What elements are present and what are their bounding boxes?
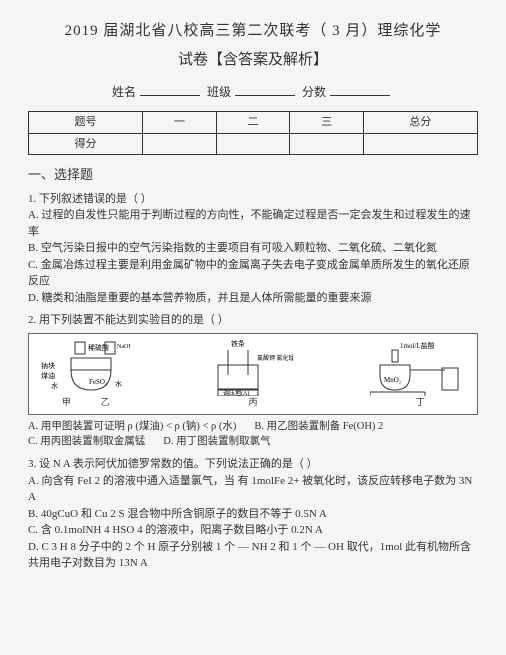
option-b: B. 空气污染日报中的空气污染指数的主要项目有可吸入颗粒物、二氧化硫、二氧化氮 [28, 240, 478, 257]
score-label: 分数 [302, 85, 326, 99]
q-num: 2. [28, 314, 36, 326]
cell [143, 133, 217, 155]
option-a: A. 用甲图装置可证明 ρ (煤油) < ρ (钠) < ρ (水) [28, 419, 236, 435]
q-num: 3. [28, 458, 36, 470]
cell: 总分 [363, 112, 477, 134]
label: 氯酸钾 氯化锰 混合物 [257, 354, 293, 362]
title-line-2: 试卷【含答案及解析】 [28, 49, 478, 72]
label: NaOH 溶液 [117, 342, 131, 350]
name-label: 姓名 [112, 85, 136, 99]
cell: 一 [143, 112, 217, 134]
class-label: 班级 [207, 85, 231, 99]
electrolysis-icon: 铁条 氯酸钾 氯化锰 混合物 调压地(A) [213, 340, 293, 396]
question-1: 1. 下列叙述错误的是（ ） A. 过程的自发性只能用于判断过程的方向性，不能确… [28, 191, 478, 307]
label-ding: 丁 [416, 396, 425, 410]
score-table: 题号 一 二 三 总分 得分 [28, 111, 478, 155]
option-d: D. 用丁图装置制取氯气 [163, 434, 270, 450]
distill-icon: 1mol/L盐酸 MnO₂ [370, 340, 470, 396]
apparatus-diagram: 稀硫酸 NaOH 溶液 钠块 煤油 水 FeSO₄ 水 甲 乙 铁条 [28, 333, 478, 415]
option-c: C. 含 0.1molNH 4 HSO 4 的溶液中，阳离子数目略小于 0.2N… [28, 522, 478, 539]
section-heading: 一、选择题 [28, 165, 478, 185]
q-stem: 设 N A 表示阿伏加德罗常数的值。下列说法正确的是（ ） [39, 458, 318, 470]
label: 水 [115, 379, 122, 388]
cell: 二 [216, 112, 290, 134]
option-c: C. 金属冶炼过程主要是利用金属矿物中的金属离子失去电子变成金属单质所发生的氧化… [28, 257, 478, 290]
option-a: A. 过程的自发性只能用于判断过程的方向性，不能确定过程是否一定会发生和过程发生… [28, 207, 478, 240]
label: MnO₂ [384, 376, 402, 384]
table-row: 得分 [29, 133, 478, 155]
label-yi: 乙 [101, 396, 110, 410]
q-stem: 下列叙述错误的是（ ） [39, 193, 152, 205]
option-a: A. 向含有 FeI 2 的溶液中通入适量氯气，当 有 1molFe 2+ 被氧… [28, 473, 478, 506]
q-num: 1. [28, 193, 36, 205]
label-bing: 丙 [248, 396, 257, 410]
class-blank [235, 95, 295, 96]
option-b: B. 用乙图装置制备 Fe(OH) 2 [254, 419, 383, 435]
label-jia: 甲 [62, 396, 71, 410]
apparatus-jia: 稀硫酸 NaOH 溶液 钠块 煤油 水 FeSO₄ 水 甲 乙 [33, 340, 139, 410]
label: 稀硫酸 [88, 343, 109, 352]
label: 铁条 [231, 340, 245, 348]
cell: 三 [290, 112, 364, 134]
table-row: 题号 一 二 三 总分 [29, 112, 478, 134]
question-2: 2. 用下列装置不能达到实验目的的是（ ） 稀硫酸 NaOH 溶液 钠块 煤油 … [28, 312, 478, 450]
label: 调压地(A) [223, 389, 249, 396]
cell: 得分 [29, 133, 143, 155]
cell [216, 133, 290, 155]
cell [363, 133, 477, 155]
apparatus-bing: 铁条 氯酸钾 氯化锰 混合物 调压地(A) 丙 [200, 340, 306, 410]
label: 1mol/L盐酸 [400, 341, 435, 350]
option-c: C. 用丙图装置制取金属锰 [28, 434, 145, 450]
q-stem: 用下列装置不能达到实验目的的是（ ） [39, 314, 229, 326]
score-blank [330, 95, 390, 96]
option-d: D. 糖类和油脂是重要的基本营养物质，并且是人体所需能量的重要来源 [28, 290, 478, 307]
cell [290, 133, 364, 155]
label: 钠块 [41, 361, 55, 370]
apparatus-ding: 1mol/L盐酸 MnO₂ 丁 [367, 340, 473, 410]
option-b: B. 40gCuO 和 Cu 2 S 混合物中所含铜原子的数目不等于 0.5N … [28, 506, 478, 523]
label: FeSO₄ [89, 378, 108, 386]
title-line-1: 2019 届湖北省八校高三第二次联考（ 3 月）理综化学 [28, 20, 478, 43]
flask-icon: 稀硫酸 NaOH 溶液 钠块 煤油 水 FeSO₄ 水 [41, 340, 131, 396]
label: 煤油 [41, 371, 55, 380]
question-3: 3. 设 N A 表示阿伏加德罗常数的值。下列说法正确的是（ ） A. 向含有 … [28, 456, 478, 572]
label: 水 [51, 381, 58, 390]
student-info-row: 姓名 班级 分数 [28, 83, 478, 101]
option-d: D. C 3 H 8 分子中的 2 个 H 原子分别被 1 个 — NH 2 和… [28, 539, 478, 572]
cell: 题号 [29, 112, 143, 134]
name-blank [140, 95, 200, 96]
